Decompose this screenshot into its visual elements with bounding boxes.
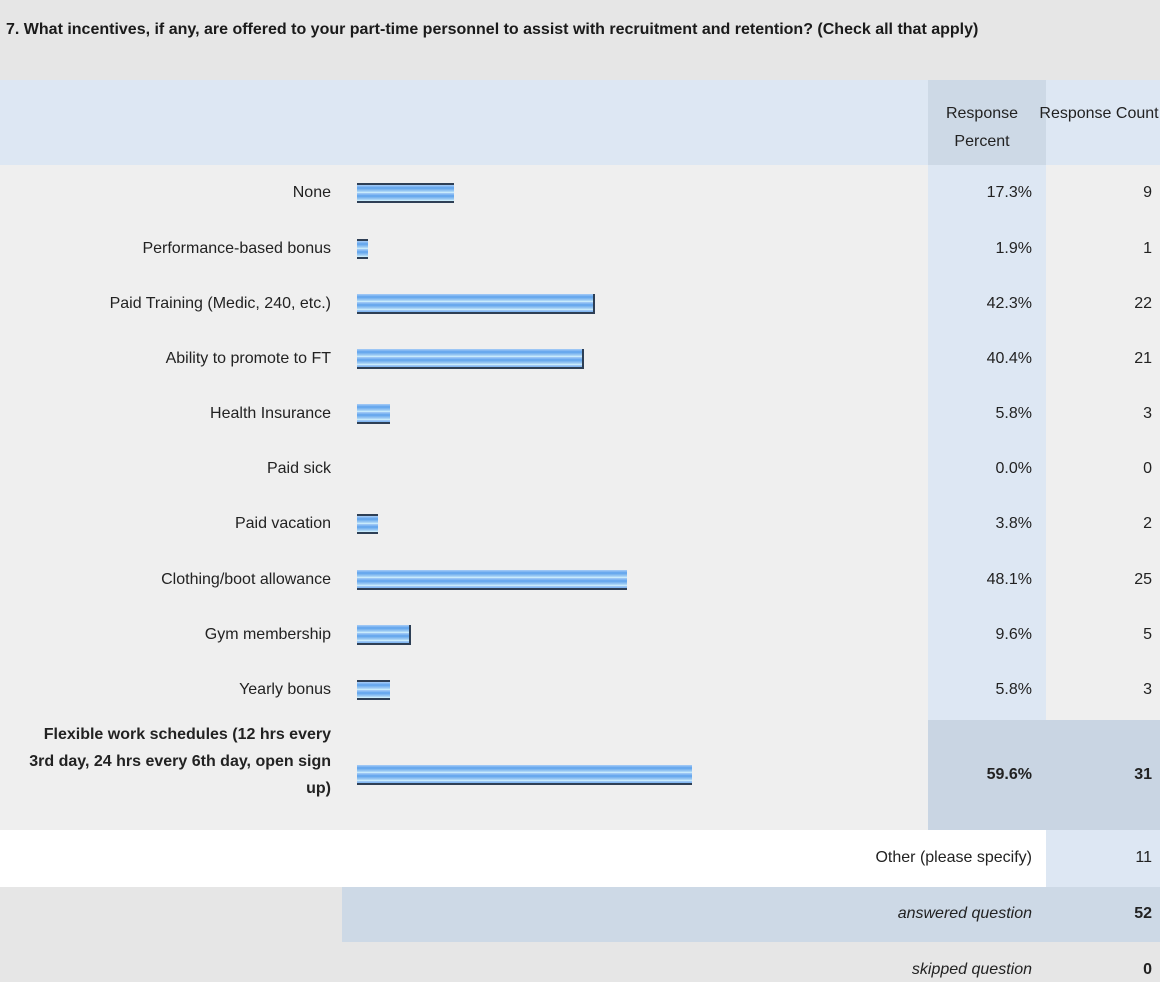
answered-question-label: answered question xyxy=(897,905,1032,922)
category-label: None xyxy=(292,184,331,201)
response-percent-value: 59.6% xyxy=(986,766,1032,783)
category-label: Gym membership xyxy=(204,626,331,643)
answered-question-value: 52 xyxy=(1134,905,1152,922)
skipped-question-value: 0 xyxy=(1143,961,1152,978)
skipped-question-label: skipped question xyxy=(911,961,1032,978)
response-percent-value: 48.1% xyxy=(986,571,1032,588)
category-label: Clothing/boot allowance xyxy=(161,571,331,588)
bar-2 xyxy=(357,294,595,314)
response-percent-value: 1.9% xyxy=(995,240,1032,257)
response-percent-header-bg xyxy=(928,80,1046,165)
response-percent-value: 0.0% xyxy=(995,460,1032,477)
other-label: Other (please specify) xyxy=(875,849,1032,866)
response-count-value: 21 xyxy=(1134,350,1152,367)
bar-10 xyxy=(357,765,692,785)
response-percent-value: 5.8% xyxy=(995,405,1032,422)
other-count: 11 xyxy=(1135,849,1152,866)
response-count-value: 31 xyxy=(1134,766,1152,783)
category-label: Ability to promote to FT xyxy=(165,350,331,367)
response-count-value: 5 xyxy=(1143,626,1152,643)
skipped-question-row xyxy=(342,942,1160,982)
category-label: Flexible work schedules (12 hrs every 3r… xyxy=(29,726,331,797)
bar-3 xyxy=(357,349,584,369)
category-label: Paid sick xyxy=(266,460,331,477)
response-count-value: 3 xyxy=(1143,681,1152,698)
bar-4 xyxy=(357,404,390,424)
category-label: Performance-based bonus xyxy=(142,240,331,257)
response-count-value: 22 xyxy=(1134,295,1152,312)
response-count-value: 2 xyxy=(1143,515,1152,532)
category-label: Health Insurance xyxy=(210,405,331,422)
question-title: 7. What incentives, if any, are offered … xyxy=(0,0,1160,80)
bar-8 xyxy=(357,625,411,645)
category-label: Paid Training (Medic, 240, etc.) xyxy=(109,295,331,312)
bar-1 xyxy=(357,239,368,259)
response-count-header: Response Count xyxy=(1039,105,1159,122)
response-count-value: 0 xyxy=(1143,460,1152,477)
response-count-value: 25 xyxy=(1134,571,1152,588)
response-percent-value: 5.8% xyxy=(995,681,1032,698)
bar-7 xyxy=(357,570,627,590)
response-percent-column-bg xyxy=(928,165,1046,830)
footer-left xyxy=(0,887,342,982)
response-percent-header: Response Percent xyxy=(945,105,1019,150)
response-percent-value: 9.6% xyxy=(995,626,1032,643)
response-count-value: 3 xyxy=(1143,405,1152,422)
response-percent-value: 17.3% xyxy=(986,184,1032,201)
other-count-bg xyxy=(1046,830,1160,887)
response-count-value: 1 xyxy=(1143,240,1152,257)
category-label: Yearly bonus xyxy=(239,681,331,698)
answered-question-row xyxy=(342,887,1160,942)
response-percent-value: 3.8% xyxy=(995,515,1032,532)
bar-0 xyxy=(357,183,454,203)
category-label: Paid vacation xyxy=(234,515,331,532)
response-count-value: 9 xyxy=(1143,184,1152,201)
highlighted-row-bg xyxy=(928,720,1160,830)
other-row xyxy=(0,830,1160,887)
bar-6 xyxy=(357,514,378,534)
response-percent-value: 42.3% xyxy=(986,295,1032,312)
bar-9 xyxy=(357,680,390,700)
response-percent-value: 40.4% xyxy=(986,350,1032,367)
